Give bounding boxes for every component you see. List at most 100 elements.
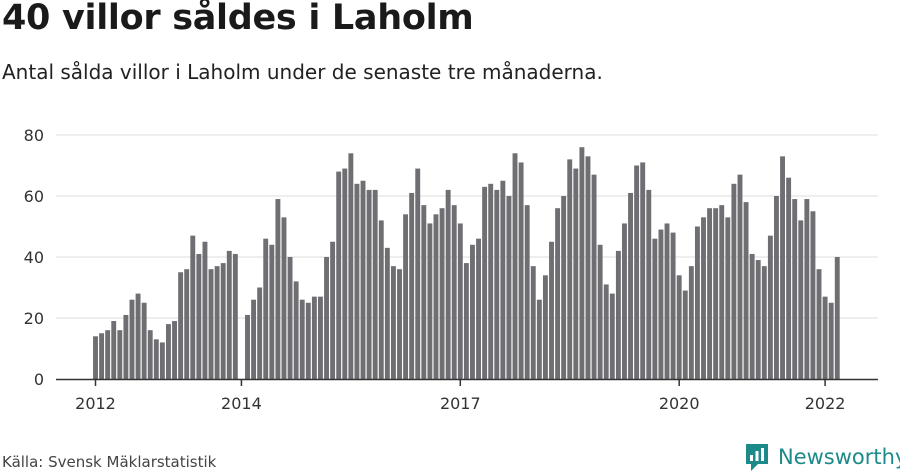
bar [360,180,366,379]
bar [324,257,329,379]
bar [506,196,512,379]
bar [293,281,299,379]
bar [494,189,500,379]
bar [670,232,676,379]
bar [482,186,488,379]
bar [287,257,293,379]
bar [694,226,700,379]
bar [251,299,257,379]
bar [354,183,360,379]
bar [536,299,542,379]
bar [141,302,147,379]
bar [232,253,238,379]
y-tick-label: 80 [24,126,44,145]
bar [220,263,226,379]
bar [719,205,725,379]
bar [166,324,171,379]
bar [761,266,767,379]
newsworthy-logo-icon [746,444,768,471]
bar [530,266,536,379]
x-tick-label: 2012 [75,394,116,413]
bar [828,302,834,379]
bar [834,257,840,379]
bar [263,238,269,379]
bar [269,244,275,379]
bar [226,250,232,379]
bar [196,253,202,379]
bar [810,211,816,379]
bar [713,208,719,379]
bar [318,296,323,379]
bar [275,199,281,379]
bar [208,269,214,379]
x-tick-label: 2020 [659,394,700,413]
bar [622,223,627,379]
chart-title: 40 villor såldes i Laholm [2,0,474,38]
bar [470,244,475,379]
newsworthy-brand[interactable]: Newsworthy [744,441,900,473]
bar [542,275,548,379]
bar [384,247,390,379]
bar [421,205,427,379]
bar [299,299,305,379]
bar [463,263,469,379]
bar [786,177,792,379]
bar [439,208,445,379]
bar [664,223,670,379]
bar [749,253,755,379]
bar [409,192,415,379]
bar [725,217,731,379]
bar [214,266,220,379]
bar [415,168,421,379]
bar [816,269,822,379]
bar [804,199,810,379]
bar [646,189,652,379]
bar [366,189,372,379]
bar [676,275,682,379]
bar [579,147,585,379]
bar [342,168,348,379]
highlight-value-label: 40 [834,0,856,5]
bar [451,205,457,379]
bar [500,180,506,379]
bar [652,238,658,379]
bar [111,321,117,379]
bar [597,244,603,379]
bar [549,241,554,379]
bar [403,214,409,379]
bar [93,336,98,379]
bar [184,269,190,379]
x-tick-label: 2022 [805,394,846,413]
bar [245,314,250,379]
bar [153,339,159,379]
bar [488,183,494,379]
bar [743,202,749,379]
bar [585,156,591,379]
bar [178,272,184,379]
bar [512,153,518,379]
bar [390,266,396,379]
bar [731,183,737,379]
x-tick-label: 2014 [221,394,262,413]
bar [129,299,135,379]
bar [603,284,609,379]
source-note: Källa: Svensk Mäklarstatistik [2,453,217,471]
y-tick-label: 20 [24,309,44,328]
bar [397,269,402,379]
bar [822,296,828,379]
bar [628,192,633,379]
y-tick-label: 40 [24,248,44,267]
bar [476,238,481,379]
bar [378,220,384,379]
bar [591,174,597,379]
bar [658,229,664,379]
bar [257,287,263,379]
bar [737,174,743,379]
bar [305,302,311,379]
bar [336,171,342,379]
y-tick-label: 0 [34,370,44,389]
bar [524,205,530,379]
x-tick-label: 2017 [440,394,481,413]
bar [682,290,688,379]
